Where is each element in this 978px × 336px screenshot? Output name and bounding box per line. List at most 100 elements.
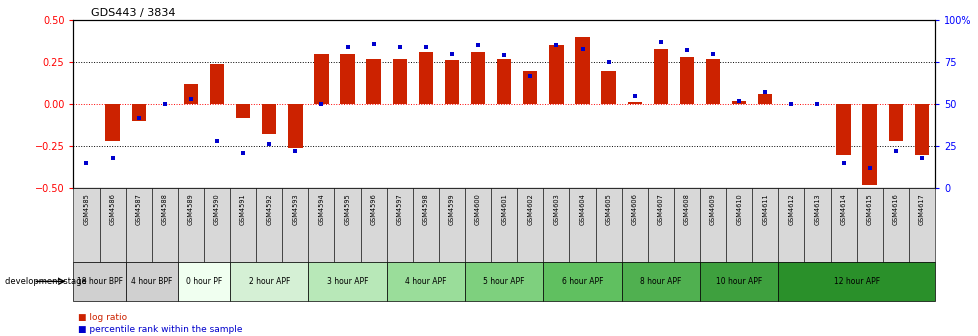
Bar [908, 188, 934, 262]
Text: GSM4606: GSM4606 [631, 193, 637, 225]
Bar [569, 188, 595, 262]
Bar [288, 104, 302, 148]
Bar [256, 188, 282, 262]
Text: GSM4595: GSM4595 [344, 194, 350, 225]
Text: 4 hour APF: 4 hour APF [405, 277, 446, 286]
Bar [627, 102, 642, 104]
Bar [491, 188, 516, 262]
Bar [100, 188, 125, 262]
Bar [575, 37, 589, 104]
Text: GSM4608: GSM4608 [684, 193, 689, 225]
Bar [438, 188, 465, 262]
Bar [549, 45, 563, 104]
Text: GSM4616: GSM4616 [892, 194, 898, 225]
Text: GSM4591: GSM4591 [240, 194, 245, 225]
Text: 3 hour APF: 3 hour APF [327, 277, 368, 286]
Bar [308, 188, 334, 262]
Bar [778, 188, 804, 262]
Text: GSM4593: GSM4593 [292, 194, 298, 225]
Bar [699, 188, 726, 262]
Text: GSM4587: GSM4587 [136, 193, 142, 225]
Text: ■ percentile rank within the sample: ■ percentile rank within the sample [78, 325, 243, 334]
Text: GSM4586: GSM4586 [110, 193, 115, 225]
Bar [178, 262, 230, 301]
Text: 10 hour APF: 10 hour APF [715, 277, 762, 286]
Text: 12 hour APF: 12 hour APF [832, 277, 879, 286]
Bar [465, 262, 543, 301]
Bar [314, 54, 329, 104]
Bar [386, 188, 413, 262]
Bar [209, 64, 224, 104]
Text: GSM4599: GSM4599 [449, 194, 455, 225]
Text: 6 hour APF: 6 hour APF [561, 277, 602, 286]
Bar [178, 188, 203, 262]
Bar [856, 188, 882, 262]
Bar [282, 188, 308, 262]
Text: GSM4611: GSM4611 [762, 194, 768, 225]
Bar [543, 188, 569, 262]
Bar [125, 262, 178, 301]
Bar [778, 262, 934, 301]
Bar [73, 262, 125, 301]
Bar [497, 59, 511, 104]
Text: 4 hour BPF: 4 hour BPF [131, 277, 172, 286]
Text: GSM4602: GSM4602 [527, 193, 533, 225]
Bar [413, 188, 438, 262]
Text: GSM4589: GSM4589 [188, 194, 194, 225]
Text: GSM4585: GSM4585 [83, 193, 89, 225]
Text: ■ log ratio: ■ log ratio [78, 313, 127, 322]
Text: GSM4597: GSM4597 [396, 194, 402, 225]
Bar [699, 262, 778, 301]
Bar [308, 262, 386, 301]
Bar [673, 188, 699, 262]
Text: 5 hour APF: 5 hour APF [483, 277, 524, 286]
Bar [340, 54, 354, 104]
Text: GSM4614: GSM4614 [840, 194, 846, 225]
Bar [131, 104, 146, 121]
Text: GSM4596: GSM4596 [371, 194, 377, 225]
Bar [595, 188, 621, 262]
Bar [334, 188, 360, 262]
Bar [882, 188, 908, 262]
Text: 8 hour APF: 8 hour APF [640, 277, 681, 286]
Text: GSM4617: GSM4617 [918, 194, 924, 225]
Bar [470, 52, 485, 104]
Text: GSM4592: GSM4592 [266, 194, 272, 225]
Bar [444, 60, 459, 104]
Text: GSM4607: GSM4607 [657, 193, 663, 225]
Text: GDS443 / 3834: GDS443 / 3834 [91, 8, 175, 18]
Text: GSM4604: GSM4604 [579, 193, 585, 225]
Text: GSM4609: GSM4609 [709, 194, 715, 225]
Bar [522, 71, 537, 104]
Bar [835, 104, 850, 155]
Bar [125, 188, 152, 262]
Bar [862, 104, 876, 185]
Bar [829, 188, 856, 262]
Bar [386, 262, 465, 301]
Bar [757, 94, 772, 104]
Bar [888, 104, 902, 141]
Text: GSM4613: GSM4613 [814, 194, 820, 225]
Bar [705, 59, 720, 104]
Text: GSM4605: GSM4605 [605, 193, 611, 225]
Bar [184, 84, 198, 104]
Bar [366, 59, 380, 104]
Text: GSM4615: GSM4615 [866, 194, 871, 225]
Bar [726, 188, 751, 262]
Bar [653, 49, 667, 104]
Bar [543, 262, 621, 301]
Bar [236, 104, 250, 118]
Text: GSM4594: GSM4594 [318, 194, 324, 225]
Text: GSM4598: GSM4598 [422, 194, 428, 225]
Bar [732, 101, 745, 104]
Bar [203, 188, 230, 262]
Text: development stage: development stage [5, 277, 87, 286]
Bar [230, 188, 256, 262]
Text: GSM4590: GSM4590 [214, 194, 220, 225]
Bar [804, 188, 829, 262]
Text: GSM4610: GSM4610 [735, 194, 741, 225]
Bar [913, 104, 928, 155]
Bar [465, 188, 491, 262]
Bar [516, 188, 543, 262]
Bar [73, 188, 100, 262]
